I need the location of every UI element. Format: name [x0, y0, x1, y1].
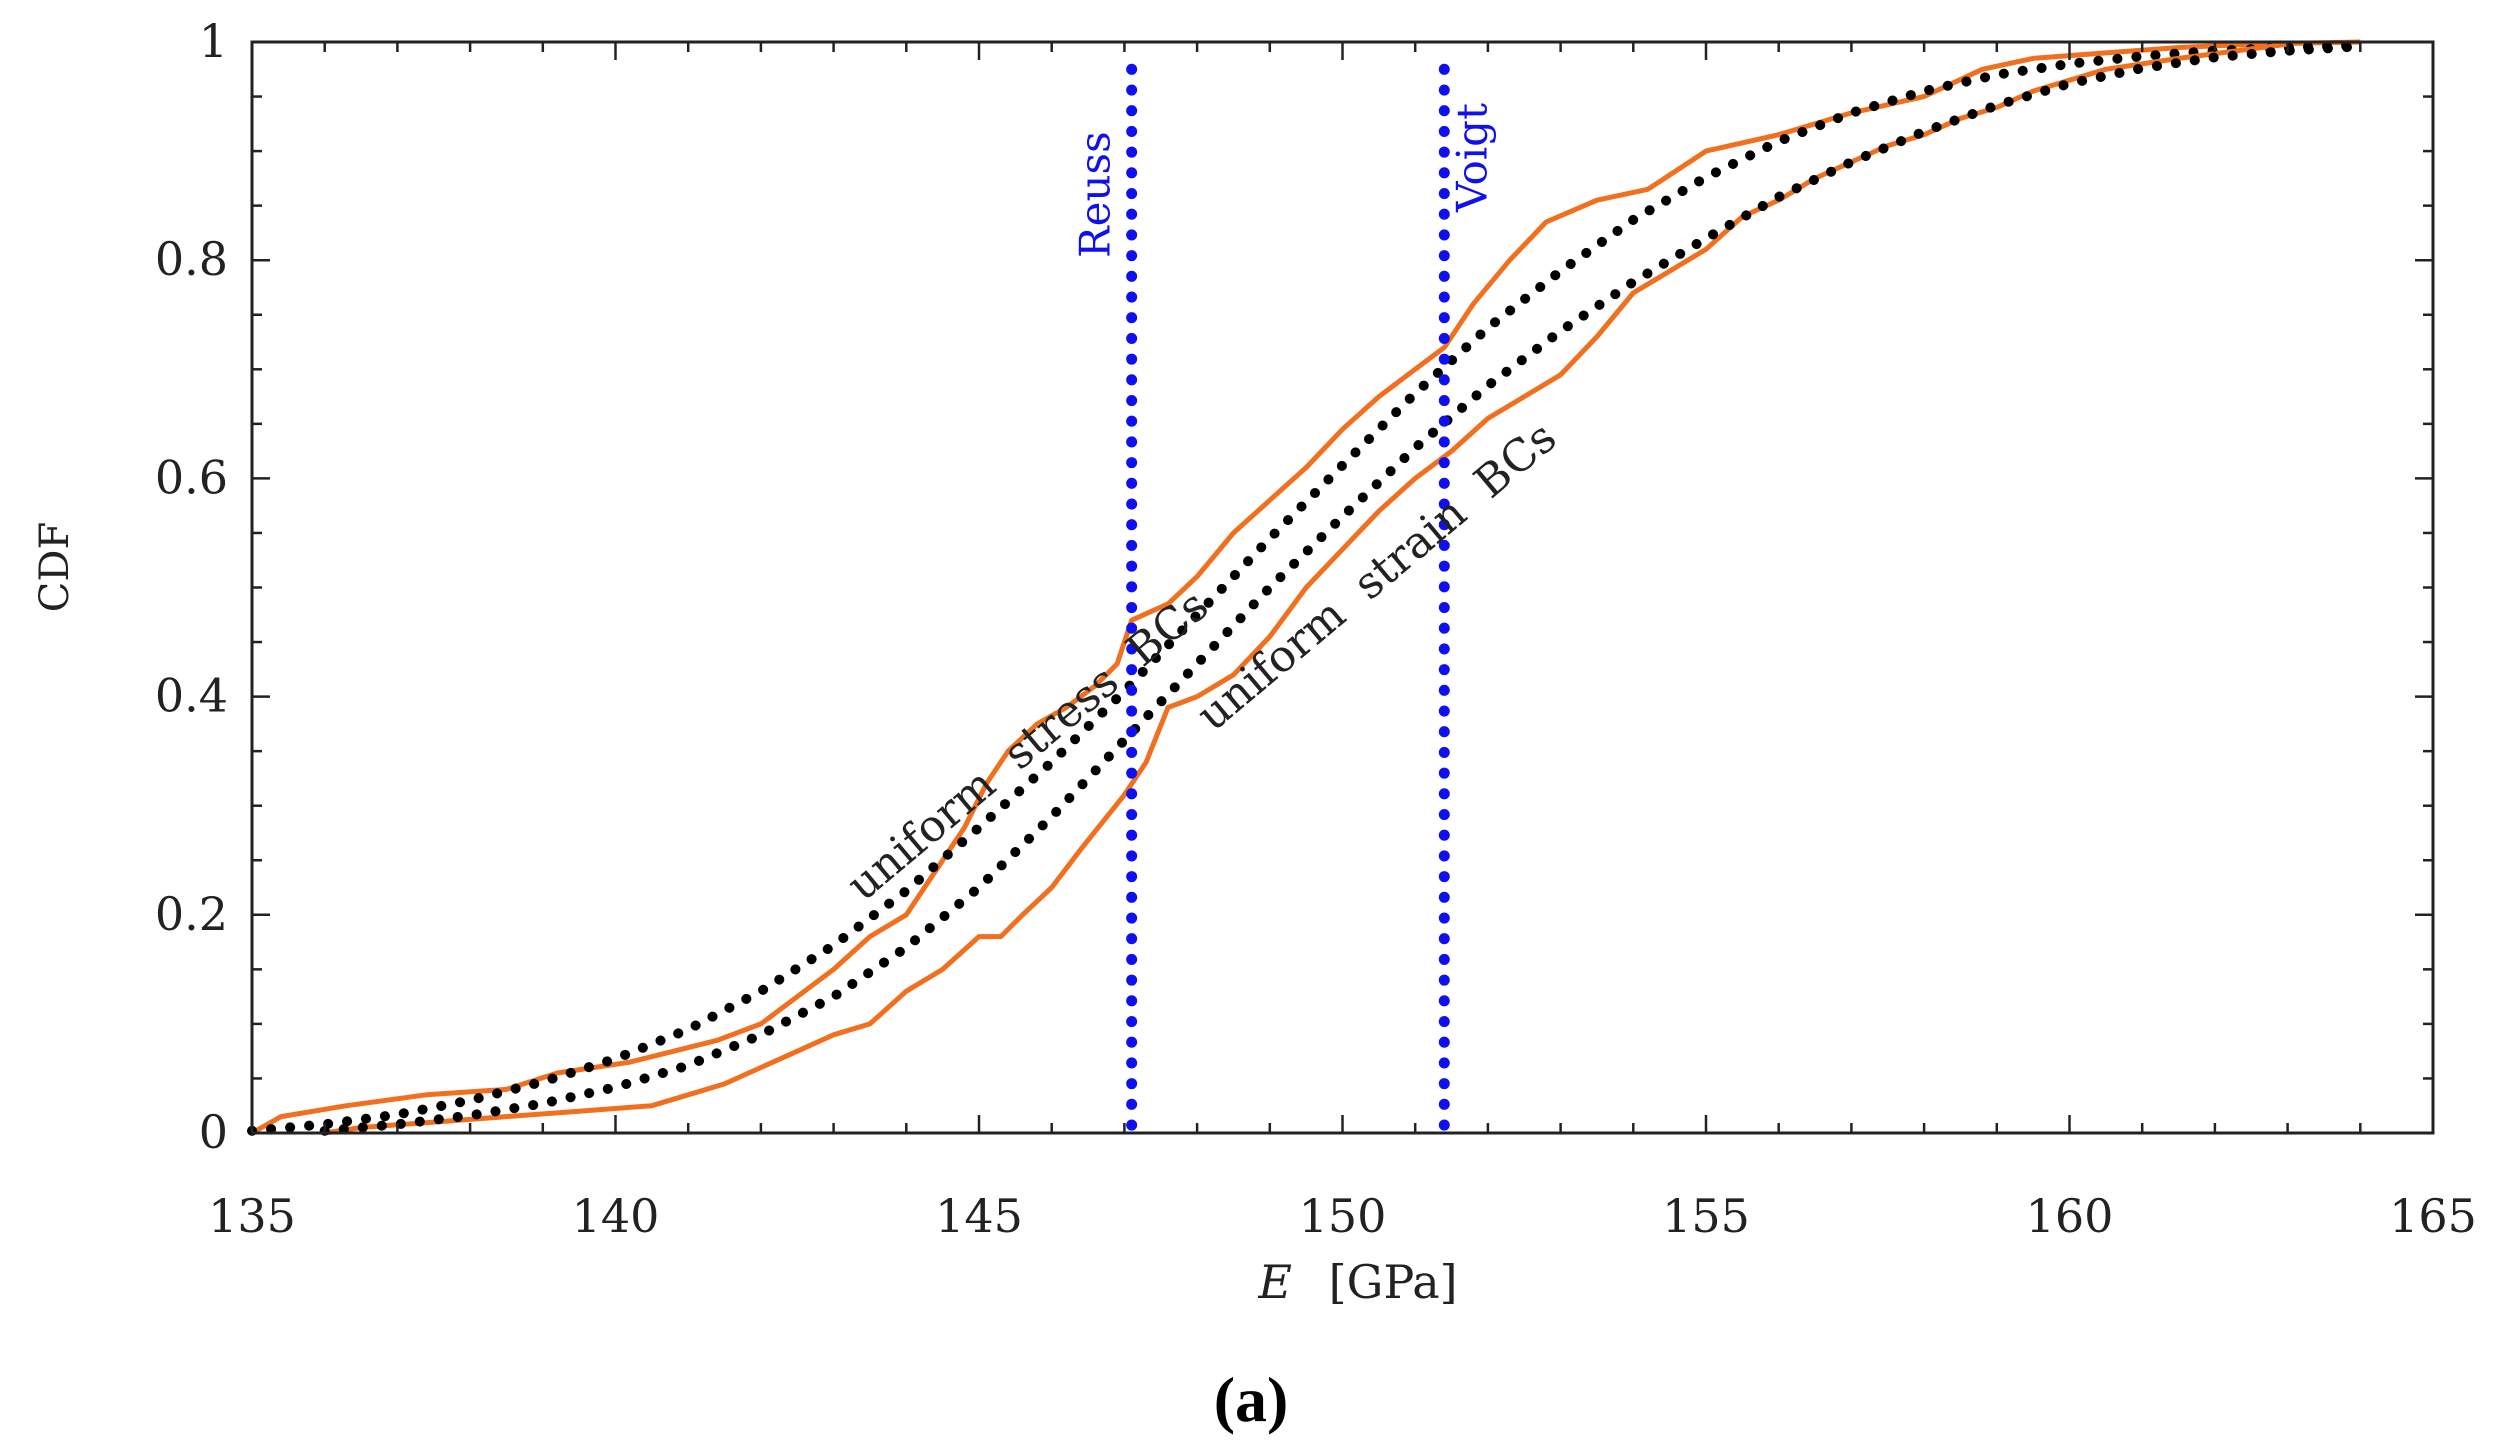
x-axis-variable: E	[1257, 1255, 1292, 1309]
x-axis-label: E [GPa]	[1257, 1255, 1457, 1309]
y-tick-label: 0	[199, 1105, 228, 1159]
voigt-bound-label: Voigt	[1447, 103, 1496, 213]
bound-lines: Reuss Voigt	[1071, 63, 1496, 1139]
y-tick-label: 0.4	[155, 669, 228, 723]
x-tick-label: 135	[208, 1189, 296, 1243]
reuss-bound-label: Reuss	[1071, 131, 1120, 258]
axis-ticks	[250, 40, 2435, 1135]
stress-bc-annotation: uniform stress BCs	[838, 580, 1219, 911]
x-tick-label: 165	[2389, 1189, 2477, 1243]
tick-labels: 135 140 145 150 155 160 165 0 0.2 0.4 0.6 0.8 1	[155, 14, 2477, 1243]
x-tick-label: 145	[935, 1189, 1023, 1243]
y-tick-label: 0.6	[155, 450, 228, 504]
x-tick-label: 150	[1299, 1189, 1387, 1243]
x-tick-label: 155	[1662, 1189, 1750, 1243]
strain-bc-annotation: uniform strain BCs	[1187, 412, 1566, 741]
y-tick-label: 1	[199, 14, 228, 68]
x-tick-label: 160	[2026, 1189, 2114, 1243]
series-line-2	[247, 40, 2366, 1136]
series-line-3	[324, 41, 2288, 1136]
y-axis-label: CDF	[32, 522, 78, 612]
y-tick-label: 0.2	[155, 887, 228, 941]
plot-lines	[247, 39, 2366, 1136]
series-line-4	[319, 41, 2366, 1136]
x-axis-unit: [GPa]	[1329, 1255, 1458, 1309]
figure-caption: (a)	[1214, 1364, 1289, 1435]
x-tick-label: 140	[572, 1189, 660, 1243]
y-tick-label: 0.8	[155, 232, 228, 286]
